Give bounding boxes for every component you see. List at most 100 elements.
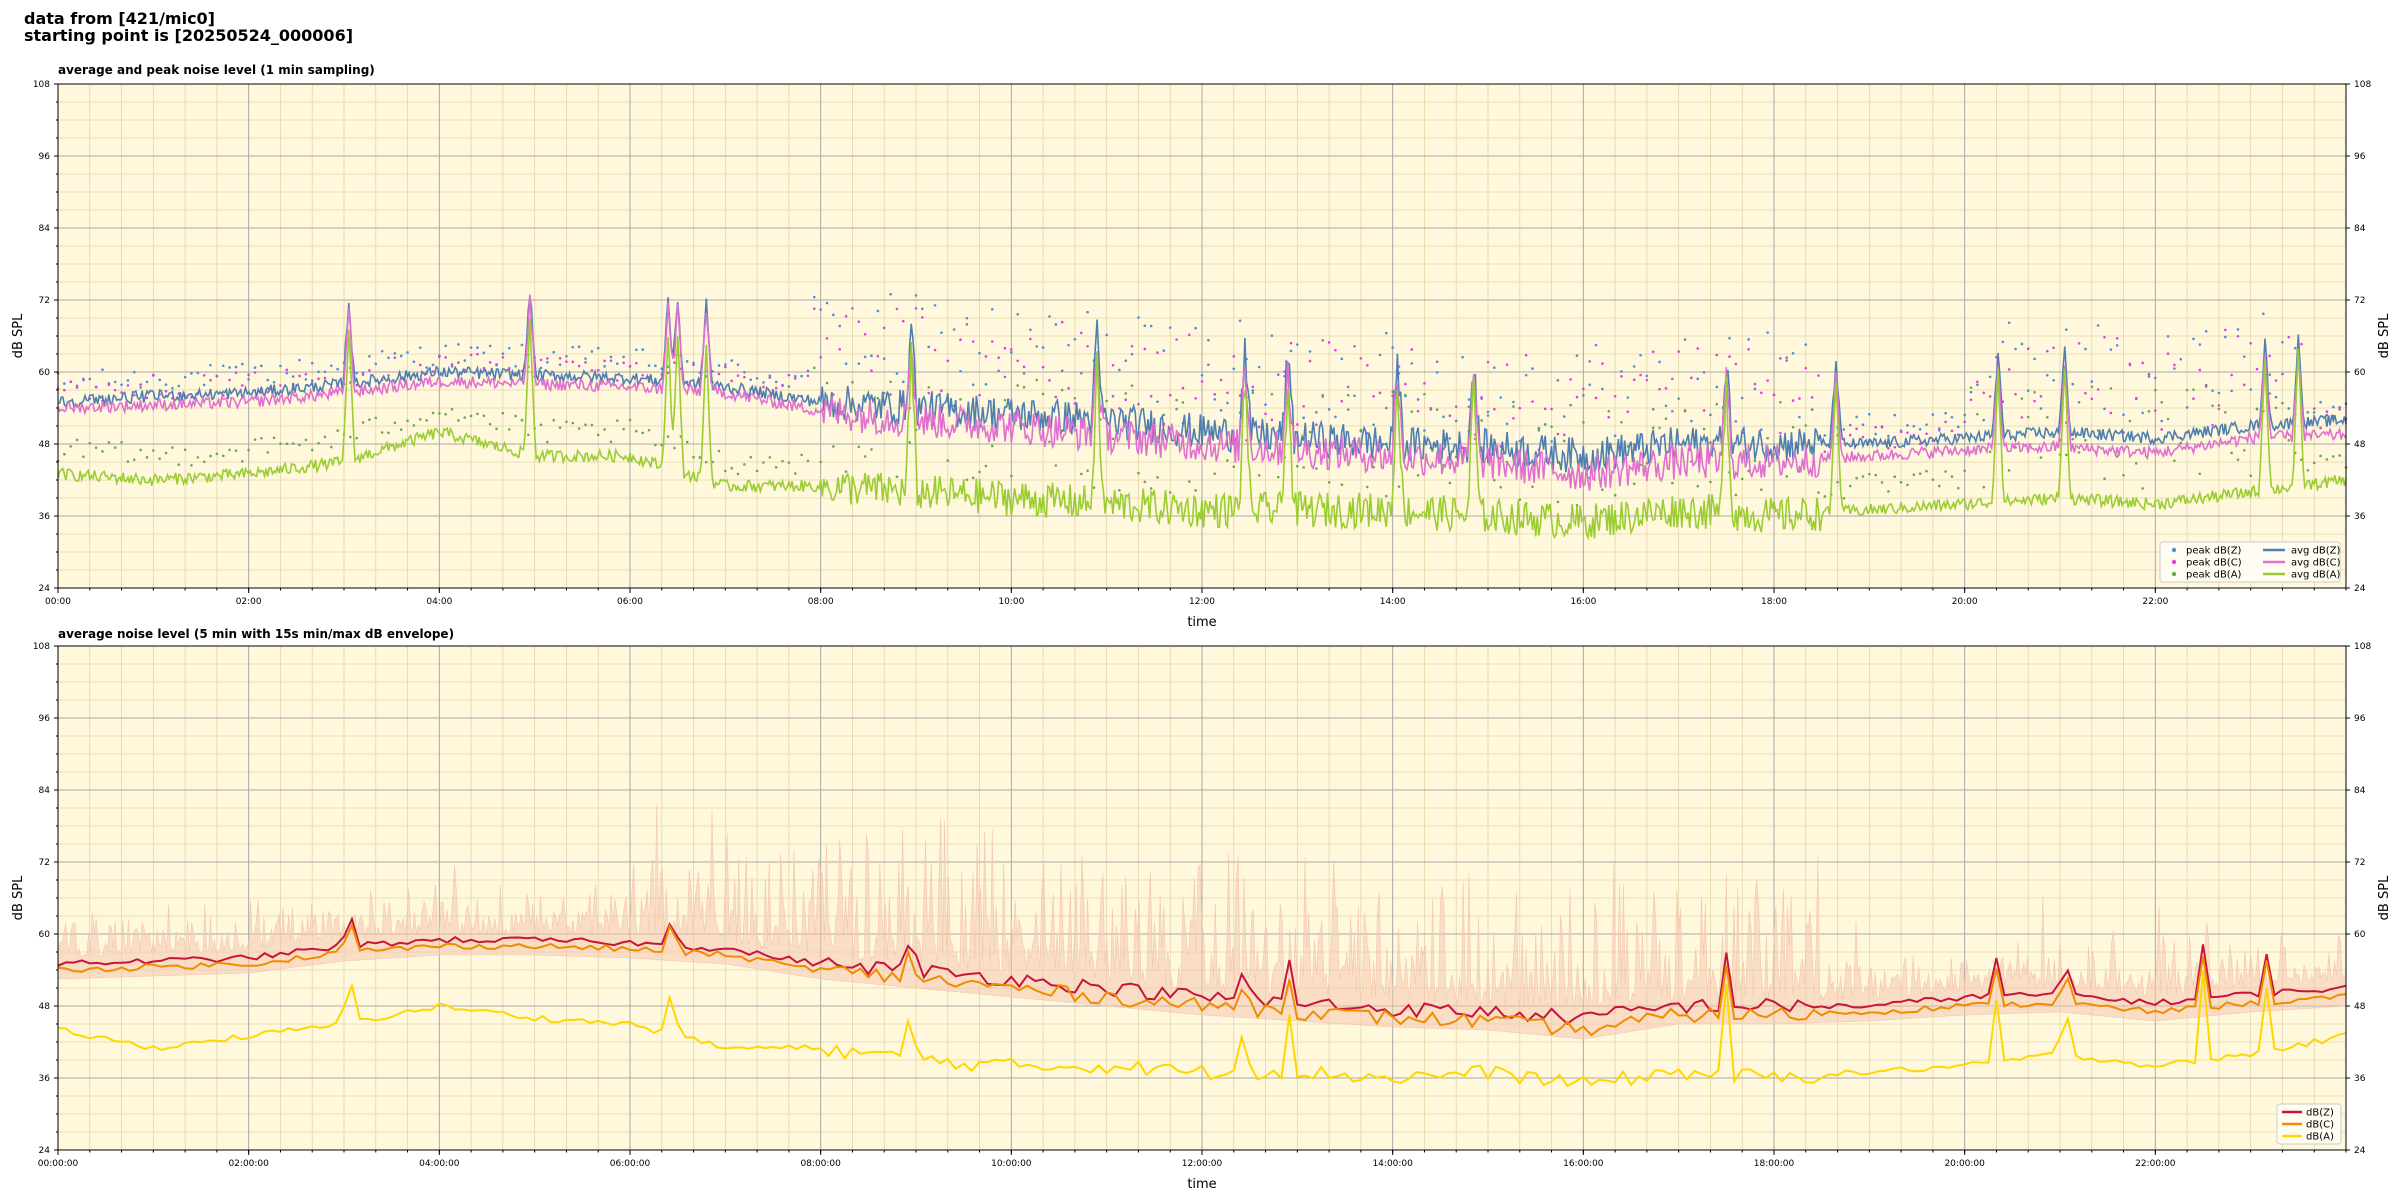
peak-point [1156,400,1159,404]
peak-point [889,380,892,384]
peak-point [2243,355,2246,358]
peak-point [641,348,645,351]
peak-point [1893,475,1897,478]
peak-point [1524,353,1528,357]
peak-point [1944,470,1947,473]
peak-point [558,426,562,429]
peak-point [565,420,568,424]
peak-point [431,363,435,367]
peak-point [1804,424,1808,427]
peak-point [1385,494,1388,498]
peak-point [152,374,155,377]
peak-point [1467,398,1471,401]
peak-point [2185,406,2189,409]
x-tick-label: 10:00:00 [991,1159,1032,1169]
peak-point [1785,356,1789,359]
peak-point [1664,386,1668,390]
peak-point [1861,475,1865,478]
peak-point [1785,475,1789,478]
peak-point [654,443,657,447]
peak-point [2293,346,2297,350]
peak-point [177,384,181,388]
peak-point [215,374,219,378]
peak-point [1899,430,1903,434]
peak-point [132,458,136,461]
peak-point [2039,395,2043,398]
peak-point [895,307,899,311]
peak-point [2325,410,2329,413]
peak-point [1124,359,1128,363]
y-tick-label-right: 96 [2354,714,2366,724]
peak-point [1823,434,1827,437]
peak-point [895,475,899,479]
peak-point [266,390,270,394]
peak-point [971,476,975,480]
peak-point [488,422,492,426]
peak-point [1906,431,1909,434]
peak-point [2268,354,2272,358]
peak-point [1613,394,1617,398]
peak-point [1200,380,1204,383]
peak-point [844,362,848,365]
y-axis-label-right: dB SPL [2377,875,2392,920]
peak-point [260,364,263,368]
peak-point [2249,474,2252,477]
peak-point [1092,486,1096,489]
peak-point [1003,375,1007,379]
peak-point [355,383,359,387]
peak-point [1848,423,1852,427]
peak-point [279,364,282,368]
peak-point [139,386,142,389]
peak-point [1308,350,1312,353]
peak-point [1976,380,1979,384]
peak-point [1168,326,1172,329]
x-tick-label: 06:00:00 [610,1159,651,1169]
peak-point [113,446,117,449]
y-tick-label-right: 72 [2354,296,2365,306]
peak-point [1315,410,1318,414]
peak-point [2192,337,2195,341]
x-tick-label: 18:00 [1761,597,1787,607]
peak-point [495,363,498,366]
peak-point [692,363,695,367]
peak-point [1848,433,1852,437]
peak-point [298,443,301,447]
peak-point [1327,408,1331,411]
y-axis-label: dB SPL [11,313,26,358]
peak-point [755,469,759,473]
peak-point [863,332,867,336]
peak-point [285,371,289,375]
peak-point [1988,395,1992,398]
peak-point [1855,415,1858,419]
peak-point [2236,328,2240,331]
peak-point [1232,465,1236,469]
peak-point [126,460,130,463]
peak-point [1499,396,1503,399]
peak-point [2236,334,2240,338]
peak-point [724,469,727,473]
peak-point [2338,405,2341,409]
peak-point [1963,420,1966,424]
peak-point [2014,347,2017,351]
y-tick-label-right: 48 [2354,440,2366,450]
peak-point [971,383,975,387]
peak-point [1613,493,1617,497]
peak-point [1340,483,1344,486]
peak-point [1156,476,1159,479]
peak-point [1575,395,1579,399]
peak-point [120,440,123,444]
peak-point [158,457,161,460]
peak-point [2096,324,2100,327]
peak-point [984,464,988,468]
y-tick-label: 60 [39,930,51,940]
peak-point [298,374,301,378]
peak-point [1130,344,1134,348]
peak-point [1296,423,1299,426]
peak-point [1353,344,1356,348]
peak-point [774,386,778,390]
peak-point [1880,481,1884,484]
peak-point [69,445,73,448]
peak-point [177,463,181,466]
peak-point [882,326,886,330]
peak-point [793,377,797,380]
